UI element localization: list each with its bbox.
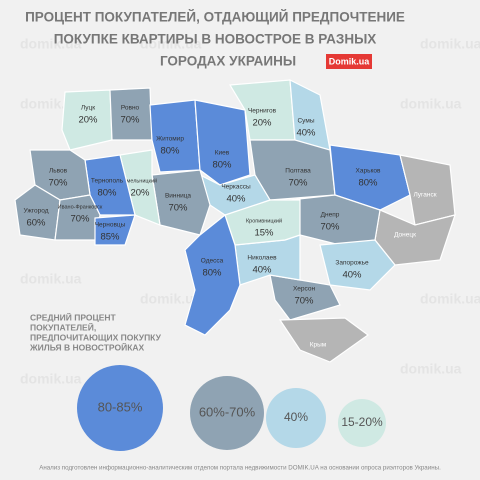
watermark: domik.ua	[400, 96, 462, 112]
region-value: 70%	[120, 115, 140, 126]
region	[319, 239, 396, 291]
region-value: 70%	[320, 222, 340, 233]
region-name: Ужгород	[24, 208, 49, 215]
region-name: Одесса	[201, 258, 224, 265]
region-value: 85%	[100, 232, 120, 243]
legend-title: ПОКУПАТЕЛЕЙ,	[30, 321, 96, 332]
watermark: domik.ua	[20, 371, 82, 387]
region-value: 80%	[97, 188, 117, 199]
legend-label: 80-85%	[98, 399, 143, 414]
region-name: Киев	[215, 150, 230, 157]
legend-title: ЖИЛЬЯ В НОВОСТРОЙКАХ	[29, 341, 145, 352]
region-name: Херсон	[293, 286, 316, 293]
legend-label: 15-20%	[341, 415, 383, 429]
region-name: Житомир	[156, 136, 184, 143]
region	[329, 144, 411, 211]
region-value: 70%	[70, 214, 90, 225]
region-value: 40%	[252, 265, 272, 276]
region-value: 70%	[294, 296, 314, 307]
footnote: Анализ подготовлен информационно-аналити…	[39, 465, 441, 472]
region-name: Сумы	[297, 118, 314, 125]
region-value: 15%	[254, 228, 274, 239]
region-value: 40%	[342, 270, 362, 281]
watermark: domik.ua	[420, 36, 480, 52]
region-value: 20%	[252, 118, 272, 129]
region-name: Черновцы	[95, 222, 126, 229]
region	[278, 317, 370, 363]
region-value: 60%	[26, 218, 46, 229]
watermark: domik.ua	[20, 36, 82, 52]
region-name: Кропивницкий	[246, 217, 282, 224]
region-value: 80%	[212, 160, 232, 171]
region-name: Чернигов	[248, 108, 277, 115]
region-value: 70%	[168, 203, 188, 214]
legend-circle	[266, 388, 326, 448]
region-name: Николаев	[247, 255, 277, 262]
region-name: Хмельницкий	[123, 177, 157, 184]
region-name: Полтава	[285, 168, 311, 175]
legend-circle	[77, 365, 163, 451]
region	[149, 99, 201, 173]
region-name: Харьков	[356, 168, 381, 175]
legend-title: СРЕДНИЙ ПРОЦЕНТ	[30, 311, 117, 322]
region	[94, 214, 136, 246]
region-name: Ивано-Франковск	[58, 204, 103, 210]
watermark: domik.ua	[420, 291, 480, 307]
region-name: Луганск	[413, 192, 436, 199]
region-name: Ровно	[121, 105, 140, 112]
title-line: ПОКУПКЕ КВАРТИРЫ В НОВОСТРОЕ В РАЗНЫХ	[54, 32, 377, 47]
region-name: Донецк	[394, 232, 416, 239]
region-value: 70%	[288, 178, 308, 189]
region-value: 80%	[358, 178, 378, 189]
region	[194, 99, 251, 186]
region	[61, 89, 113, 151]
region-name: Львов	[49, 168, 68, 175]
region-value: 70%	[48, 178, 68, 189]
region-name: Крым	[310, 342, 327, 349]
region-name: Черкассы	[221, 184, 251, 191]
region-name: Луцк	[81, 105, 95, 112]
region-name: Винница	[165, 193, 191, 200]
legend-circle	[190, 376, 264, 450]
title-line: ПРОЦЕНТ ПОКУПАТЕЛЕЙ, ОТДАЮЩИЙ ПРЕДПОЧТЕН…	[25, 10, 405, 25]
logo: Domik.ua	[329, 56, 371, 66]
region-value: 80%	[160, 146, 180, 157]
watermark: domik.ua	[20, 271, 82, 287]
legend-circle	[338, 399, 386, 447]
legend-label: 60%-70%	[199, 404, 256, 419]
legend-label: 40%	[284, 410, 308, 424]
logo-box	[326, 54, 372, 69]
region	[184, 213, 241, 336]
region-value: 20%	[78, 115, 98, 126]
region-name: Тернополь	[91, 178, 124, 185]
region-value: 80%	[202, 268, 222, 279]
legend-title: ПРЕДПОЧИТАЮЩИХ ПОКУПКУ	[30, 332, 162, 342]
region-value: 40%	[226, 194, 246, 205]
region	[269, 274, 341, 321]
title-line: ГОРОДАХ УКРАИНЫ	[160, 54, 296, 69]
region-name: Запорожье	[335, 260, 369, 267]
region-value: 40%	[296, 128, 316, 139]
watermark: domik.ua	[140, 291, 202, 307]
watermark: domik.ua	[140, 36, 202, 52]
region-name: Днепр	[321, 212, 340, 219]
watermark: domik.ua	[400, 361, 462, 377]
region-value: 20%	[130, 188, 150, 199]
